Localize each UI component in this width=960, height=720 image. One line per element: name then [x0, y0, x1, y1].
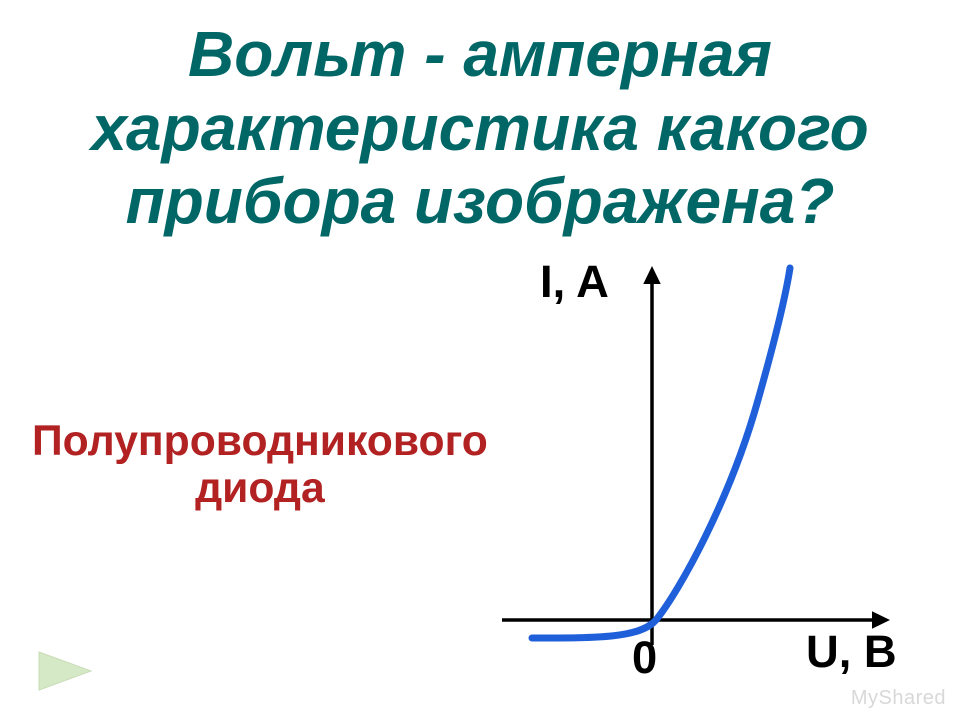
- next-arrow-icon: [35, 648, 95, 694]
- next-slide-button[interactable]: [35, 648, 95, 694]
- answer-line-1: Полупроводникового: [32, 417, 488, 465]
- title-line-1: Вольт - амперная: [188, 18, 772, 90]
- slide: Вольт - амперная характеристика какого п…: [0, 0, 960, 720]
- y-axis-label: I, A: [540, 256, 609, 308]
- answer-line-2: диода: [195, 464, 325, 512]
- iv-curve: [532, 268, 790, 638]
- title-line-2: характеристика какого: [91, 92, 869, 164]
- iv-chart: [470, 250, 910, 680]
- x-axis-label: U, B: [806, 626, 897, 678]
- chart-svg: [470, 250, 910, 680]
- y-axis-arrow: [643, 266, 661, 284]
- title-line-3: прибора изображена?: [126, 165, 835, 237]
- answer-text: Полупроводникового диода: [32, 418, 488, 512]
- slide-title: Вольт - амперная характеристика какого п…: [0, 0, 960, 239]
- origin-label: 0: [632, 632, 657, 684]
- watermark: MyShared: [851, 687, 946, 710]
